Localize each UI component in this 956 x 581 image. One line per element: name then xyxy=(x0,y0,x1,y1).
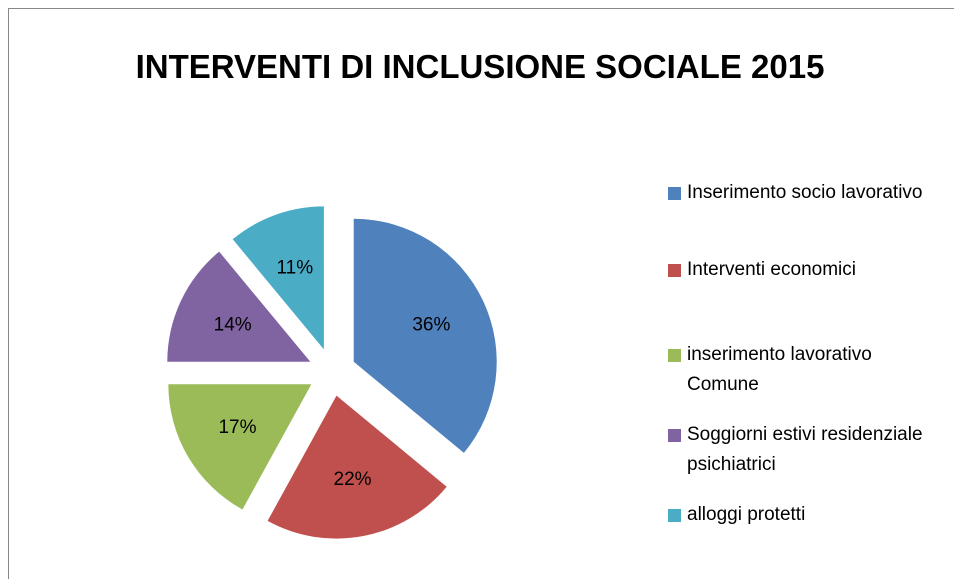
legend-item: inserimento lavorativo Comune xyxy=(668,340,932,400)
pie-slice xyxy=(167,251,311,362)
pie-slice xyxy=(232,206,324,350)
legend-item: Inserimento socio lavorativo xyxy=(668,178,932,208)
pie-slice xyxy=(267,395,447,539)
legend-label: alloggi protetti xyxy=(687,504,806,525)
data-label: 22% xyxy=(334,469,372,490)
legend-swatch xyxy=(668,429,681,442)
data-label: 17% xyxy=(218,417,256,438)
legend-swatch xyxy=(668,264,681,277)
legend-label: inserimento lavorativo Comune xyxy=(687,344,872,395)
data-label: 36% xyxy=(412,314,450,335)
legend-item: Soggiorni estivi residenziale psichiatri… xyxy=(668,420,932,480)
legend-swatch xyxy=(668,187,681,200)
pie-slice xyxy=(168,384,312,510)
legend-swatch xyxy=(668,349,681,362)
chart-frame xyxy=(8,8,954,579)
legend-label: Inserimento socio lavorativo xyxy=(687,182,923,203)
legend-swatch xyxy=(668,509,681,522)
legend-label: Interventi economici xyxy=(687,259,856,280)
legend-item: alloggi protetti xyxy=(668,500,932,530)
chart-title: INTERVENTI DI INCLUSIONE SOCIALE 2015 xyxy=(135,48,825,85)
pie-slice xyxy=(353,218,497,453)
legend-label: Soggiorni estivi residenziale psichiatri… xyxy=(687,424,923,475)
data-label: 14% xyxy=(214,314,252,335)
legend-item: Interventi economici xyxy=(668,255,932,285)
data-label: 11% xyxy=(276,258,313,279)
